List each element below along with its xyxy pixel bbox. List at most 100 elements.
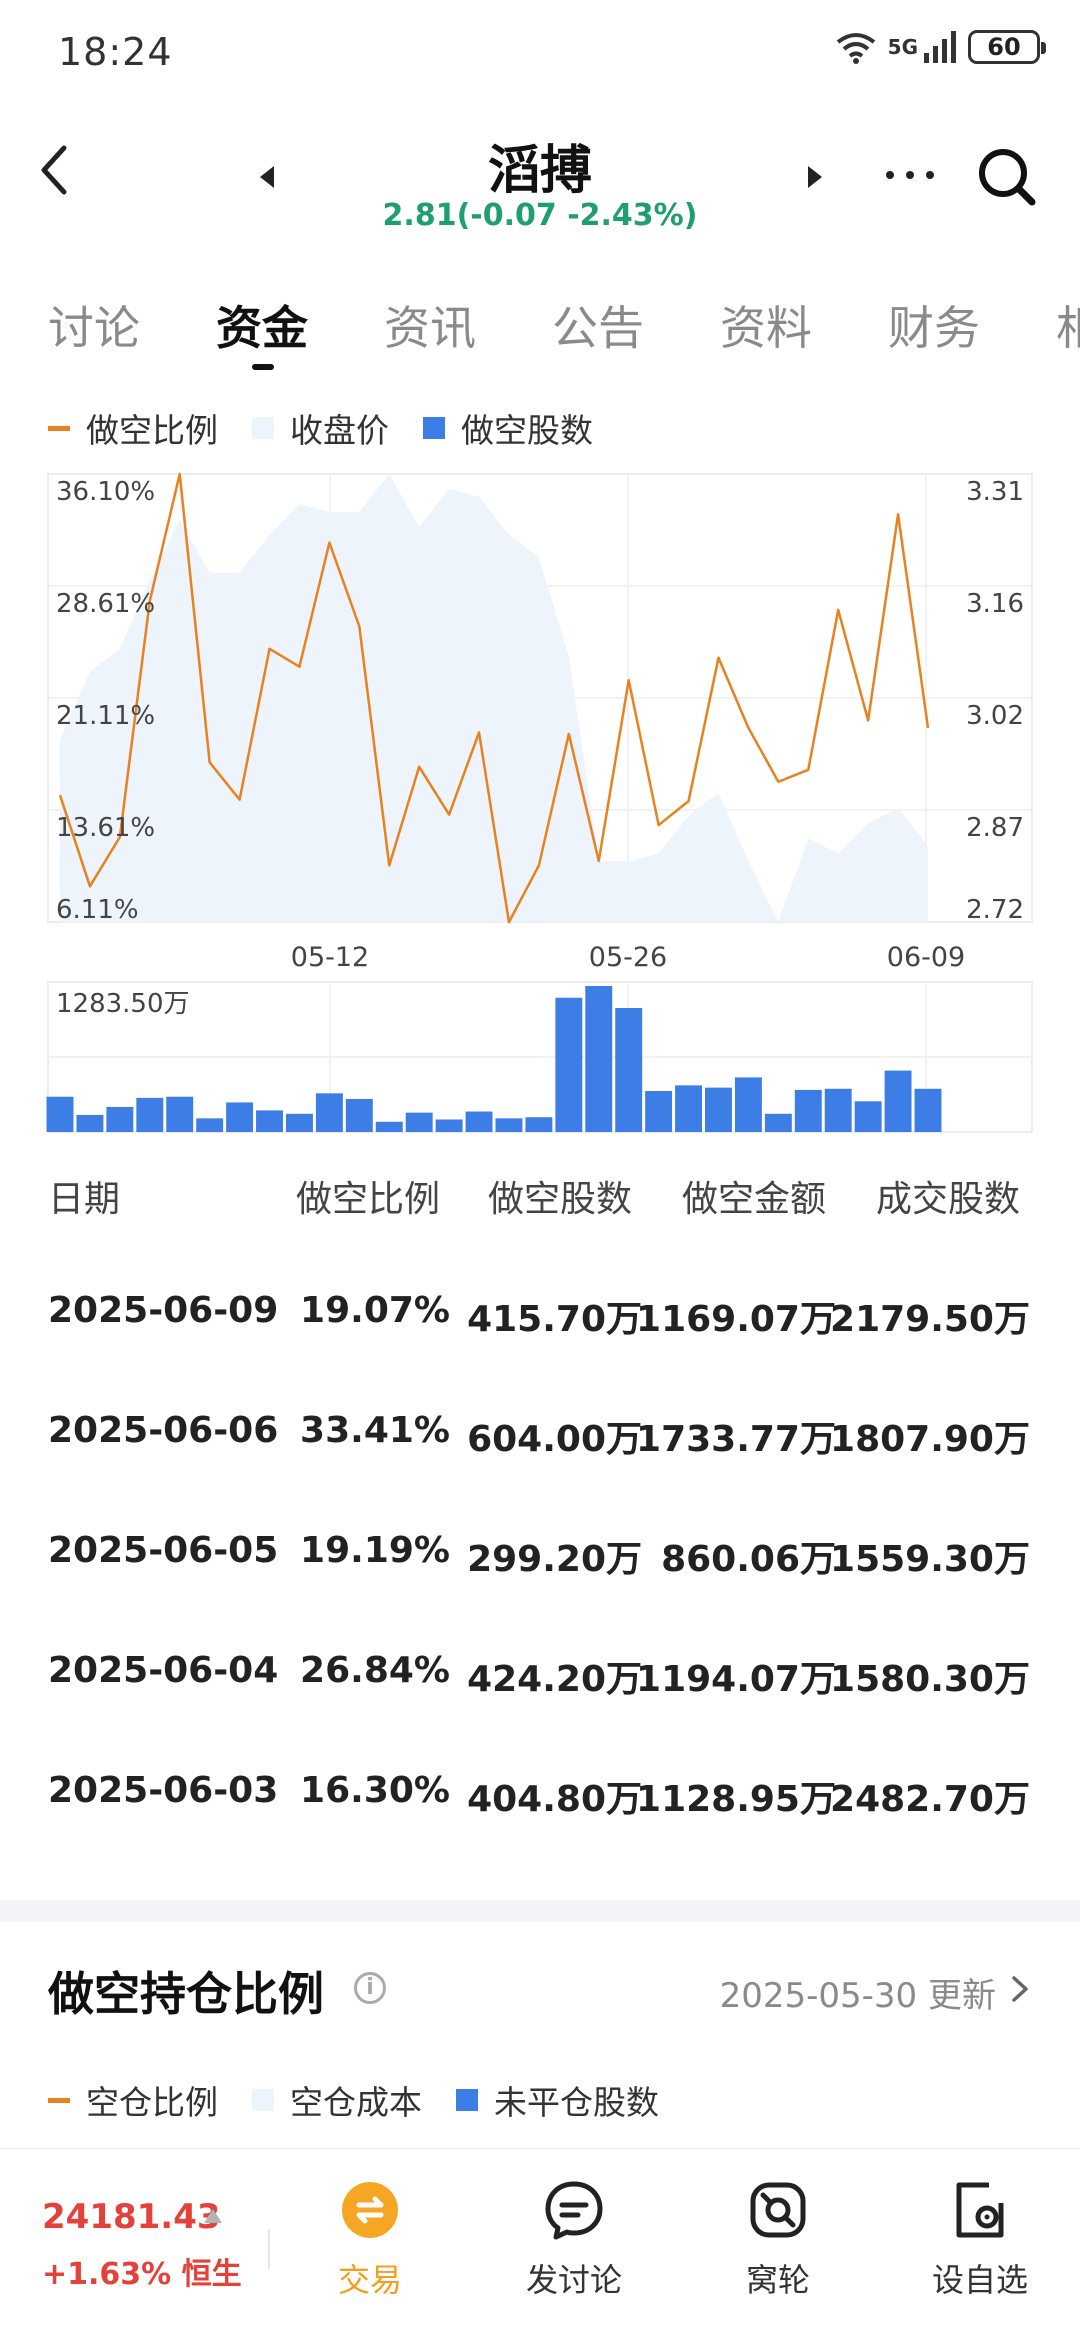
back-arrow-icon[interactable] (32, 140, 82, 200)
trade-icon (342, 2182, 398, 2238)
right-axis-tick: 2.87 (966, 813, 1024, 843)
col-short-ratio: 做空比例 (296, 1179, 441, 1220)
short-ratio-line (58, 472, 930, 924)
bar-axis-label: 1283.50万 (56, 989, 190, 1019)
status-icons: 5G 60 (834, 30, 1046, 64)
cell-short-ratio: 16.30% (300, 1770, 450, 1811)
separator (268, 2229, 270, 2269)
legend-position-ratio: 空仓比例 (48, 2076, 218, 2124)
battery-icon: 60 (968, 30, 1046, 64)
short-volume-bar (645, 1091, 673, 1132)
prev-stock-icon[interactable] (252, 162, 282, 192)
table-row[interactable]: 2025-06-05 19.19% 299.20万 860.06万 1559.3… (0, 1530, 1080, 1590)
index-value[interactable]: 24181.43 (42, 2197, 221, 2237)
active-tab-indicator (252, 364, 274, 370)
legend-short-volume: 做空股数 (423, 404, 593, 452)
short-volume-bar (465, 1111, 493, 1132)
table-row[interactable]: 2025-06-03 16.30% 404.80万 1128.95万 2482.… (0, 1770, 1080, 1830)
cell-short-amount: 1169.07万 (636, 1299, 836, 1340)
up-triangle-icon (204, 2209, 222, 2223)
section-divider (0, 1900, 1080, 1922)
cell-short-volume: 424.20万 (467, 1659, 642, 1700)
col-short-amount: 做空金额 (682, 1179, 827, 1220)
chevron-right-icon[interactable] (1008, 1974, 1032, 2004)
short-volume-bar (405, 1112, 433, 1132)
watchlist-settings-icon (956, 2182, 1004, 2238)
cell-date: 2025-06-05 (48, 1530, 279, 1571)
short-volume-bar (166, 1096, 194, 1132)
status-bar: 18:24 5G 60 (0, 0, 1080, 100)
cell-date: 2025-06-09 (48, 1290, 279, 1331)
tab-announcements[interactable]: 公告 (552, 301, 644, 355)
position-legend: 空仓比例 空仓成本 未平仓股数 (48, 2076, 693, 2124)
info-icon[interactable]: i (354, 1972, 386, 2004)
short-volume-bar (226, 1102, 254, 1132)
nav-trade[interactable]: 交易 (290, 2179, 450, 2301)
cell-date: 2025-06-04 (48, 1650, 279, 1691)
cell-turnover: 1559.30万 (830, 1539, 1030, 1580)
short-volume-bar (675, 1085, 703, 1132)
short-volume-bar (914, 1088, 942, 1132)
network-label: 5G (887, 35, 918, 59)
tab-news[interactable]: 资讯 (384, 301, 476, 355)
left-axis-tick: 36.10% (56, 477, 155, 507)
cell-turnover: 2482.70万 (830, 1779, 1030, 1820)
stock-price: 2.81(-0.07 -2.43%) (382, 198, 698, 233)
short-volume-bar (764, 1113, 792, 1132)
next-stock-icon[interactable] (800, 162, 830, 192)
short-volume-bar (525, 1117, 553, 1132)
right-axis-tick: 3.31 (966, 477, 1024, 507)
legend-position-cost: 空仓成本 (252, 2076, 422, 2124)
short-volume-bar (705, 1087, 732, 1132)
nav-warrants[interactable]: 窝轮 (698, 2179, 858, 2301)
cell-short-volume: 415.70万 (467, 1299, 642, 1340)
cell-short-amount: 1733.77万 (636, 1419, 836, 1460)
cell-short-volume: 604.00万 (467, 1419, 642, 1460)
more-icon[interactable] (880, 160, 940, 190)
nav-post[interactable]: 发讨论 (494, 2179, 654, 2301)
table-header: 日期 做空比例 做空股数 做空金额 成交股数 (0, 1170, 1080, 1230)
left-axis-tick: 28.61% (56, 589, 155, 619)
tab-financials[interactable]: 财务 (888, 301, 980, 355)
cell-turnover: 2179.50万 (830, 1299, 1030, 1340)
cell-short-amount: 1194.07万 (636, 1659, 836, 1700)
table-row[interactable]: 2025-06-04 26.84% 424.20万 1194.07万 1580.… (0, 1650, 1080, 1710)
x-axis-tick: 05-12 (291, 942, 369, 973)
left-axis-tick: 6.11% (56, 895, 139, 925)
update-link[interactable]: 2025-05-30 更新 (719, 1976, 996, 2016)
table-row[interactable]: 2025-06-09 19.07% 415.70万 1169.07万 2179.… (0, 1290, 1080, 1350)
table-row[interactable]: 2025-06-06 33.41% 604.00万 1733.77万 1807.… (0, 1410, 1080, 1470)
cell-date: 2025-06-03 (48, 1770, 279, 1811)
short-volume-bar (76, 1114, 104, 1132)
x-axis-tick: 06-09 (887, 942, 965, 973)
short-volume-bar (824, 1088, 852, 1132)
cell-short-ratio: 33.41% (300, 1410, 450, 1451)
close-price-area (60, 474, 928, 922)
short-volume-bar (794, 1089, 822, 1132)
nav-watchlist[interactable]: 设自选 (900, 2179, 1060, 2301)
short-volume-bar (854, 1101, 882, 1132)
tab-profile[interactable]: 资料 (720, 301, 812, 355)
wifi-icon (836, 33, 875, 64)
short-volume-bar (285, 1113, 313, 1132)
search-icon[interactable] (974, 144, 1040, 210)
cell-short-volume: 299.20万 (467, 1539, 642, 1580)
short-volume-bar (106, 1106, 134, 1132)
short-volume-bar (435, 1119, 463, 1132)
cell-short-amount: 860.06万 (661, 1539, 836, 1580)
tab-capital[interactable]: 资金 (216, 301, 308, 355)
warrant-icon (750, 2182, 806, 2238)
index-change[interactable]: +1.63% 恒生 (42, 2257, 242, 2292)
cell-short-volume: 404.80万 (467, 1779, 642, 1820)
tab-related[interactable]: 相 (1056, 301, 1080, 355)
cell-short-ratio: 19.07% (300, 1290, 450, 1331)
tab-discussion[interactable]: 讨论 (48, 301, 140, 355)
section-title: 做空持仓比例 (48, 1967, 324, 2021)
cell-date: 2025-06-06 (48, 1410, 279, 1451)
right-axis-tick: 3.16 (966, 589, 1024, 619)
short-volume-bar (256, 1110, 283, 1132)
short-volume-bar (555, 997, 583, 1132)
legend-short-ratio: 做空比例 (48, 404, 218, 452)
cell-short-ratio: 19.19% (300, 1530, 450, 1571)
x-axis-tick: 05-26 (589, 942, 667, 973)
